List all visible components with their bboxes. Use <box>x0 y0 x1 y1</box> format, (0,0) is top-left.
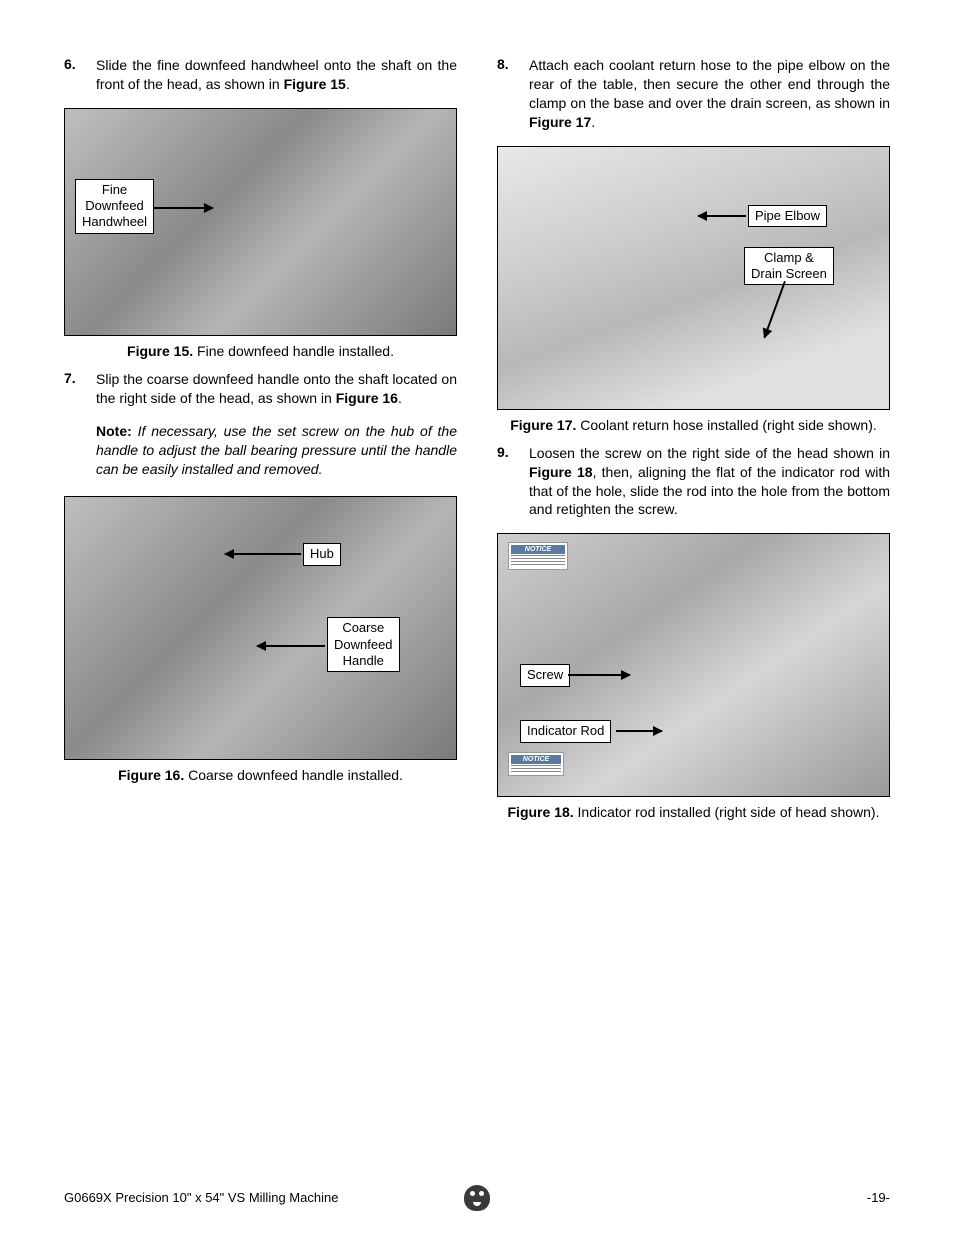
notice-body <box>511 555 565 567</box>
step-7: 7. Slip the coarse downfeed handle onto … <box>64 370 457 408</box>
figure-18-caption: Figure 18. Indicator rod installed (righ… <box>497 803 890 821</box>
caption-label: Figure 16. <box>118 767 184 783</box>
arrow <box>616 730 662 732</box>
step-7-note: Note: If necessary, use the set screw on… <box>96 422 457 479</box>
arrow <box>257 645 325 647</box>
notice-text: NOTICE <box>511 755 561 764</box>
caption-text: Coolant return hose installed (right sid… <box>576 417 876 433</box>
figure-16-image: Hub Coarse Downfeed Handle <box>64 496 457 760</box>
step-number: 6. <box>64 56 96 94</box>
footer-left: G0669X Precision 10" x 54" VS Milling Ma… <box>64 1190 338 1205</box>
left-column: 6. Slide the fine downfeed handwheel ont… <box>64 56 457 832</box>
step-text: Slide the fine downfeed handwheel onto t… <box>96 56 457 94</box>
figure-ref: Figure 15 <box>284 76 346 92</box>
figure-15-caption: Figure 15. Fine downfeed handle installe… <box>64 342 457 360</box>
notice-text: NOTICE <box>511 545 565 554</box>
figure-ref: Figure 17 <box>529 114 591 130</box>
text: . <box>398 390 402 406</box>
caption-text: Fine downfeed handle installed. <box>193 343 394 359</box>
step-text: Loosen the screw on the right side of th… <box>529 444 890 520</box>
figure-17-image: Pipe Elbow Clamp & Drain Screen <box>497 146 890 410</box>
figure-15-image: Fine Downfeed Handwheel <box>64 108 457 336</box>
right-column: 8. Attach each coolant return hose to th… <box>497 56 890 832</box>
step-text: Slip the coarse downfeed handle onto the… <box>96 370 457 408</box>
text: Slip the coarse downfeed handle onto the… <box>96 371 457 406</box>
step-6: 6. Slide the fine downfeed handwheel ont… <box>64 56 457 94</box>
step-number: 8. <box>497 56 529 132</box>
callout-hub: Hub <box>303 543 341 565</box>
caption-text: Coarse downfeed handle installed. <box>184 767 403 783</box>
text: Attach each coolant return hose to the p… <box>529 57 890 111</box>
figure-ref: Figure 16 <box>336 390 398 406</box>
step-8: 8. Attach each coolant return hose to th… <box>497 56 890 132</box>
note-text: If necessary, use the set screw on the h… <box>96 423 457 477</box>
callout-coarse-handle: Coarse Downfeed Handle <box>327 617 400 672</box>
text: Slide the fine downfeed handwheel onto t… <box>96 57 457 92</box>
notice-label-top: NOTICE <box>508 542 568 570</box>
figure-18-image: NOTICE Screw Indicator Rod NOTICE <box>497 533 890 797</box>
figure-16: Hub Coarse Downfeed Handle Figure 16. Co… <box>64 496 457 784</box>
note-label: Note: <box>96 423 132 439</box>
callout-pipe-elbow: Pipe Elbow <box>748 205 827 227</box>
text: . <box>591 114 595 130</box>
arrow <box>153 207 213 209</box>
callout-clamp-drain: Clamp & Drain Screen <box>744 247 834 286</box>
arrow <box>225 553 301 555</box>
step-text: Attach each coolant return hose to the p… <box>529 56 890 132</box>
figure-ref: Figure 18 <box>529 464 593 480</box>
figure-16-caption: Figure 16. Coarse downfeed handle instal… <box>64 766 457 784</box>
caption-text: Indicator rod installed (right side of h… <box>574 804 880 820</box>
arrow <box>698 215 746 217</box>
callout-fine-handwheel: Fine Downfeed Handwheel <box>75 179 154 234</box>
two-column-layout: 6. Slide the fine downfeed handwheel ont… <box>64 56 890 832</box>
figure-17: Pipe Elbow Clamp & Drain Screen Figure 1… <box>497 146 890 434</box>
notice-label-bottom: NOTICE <box>508 752 564 776</box>
step-9: 9. Loosen the screw on the right side of… <box>497 444 890 520</box>
notice-body <box>511 765 561 773</box>
page-footer: G0669X Precision 10" x 54" VS Milling Ma… <box>64 1190 890 1205</box>
brand-logo-icon <box>464 1185 490 1211</box>
figure-15: Fine Downfeed Handwheel Figure 15. Fine … <box>64 108 457 360</box>
step-number: 9. <box>497 444 529 520</box>
arrow <box>763 281 785 338</box>
figure-17-caption: Figure 17. Coolant return hose installed… <box>497 416 890 434</box>
caption-label: Figure 17. <box>510 417 576 433</box>
arrow <box>568 674 630 676</box>
step-number: 7. <box>64 370 96 408</box>
footer-page-number: -19- <box>867 1190 890 1205</box>
text: Loosen the screw on the right side of th… <box>529 445 890 461</box>
caption-label: Figure 18. <box>508 804 574 820</box>
callout-indicator-rod: Indicator Rod <box>520 720 611 742</box>
figure-18: NOTICE Screw Indicator Rod NOTICE Figure… <box>497 533 890 821</box>
text: . <box>346 76 350 92</box>
callout-screw: Screw <box>520 664 570 686</box>
caption-label: Figure 15. <box>127 343 193 359</box>
